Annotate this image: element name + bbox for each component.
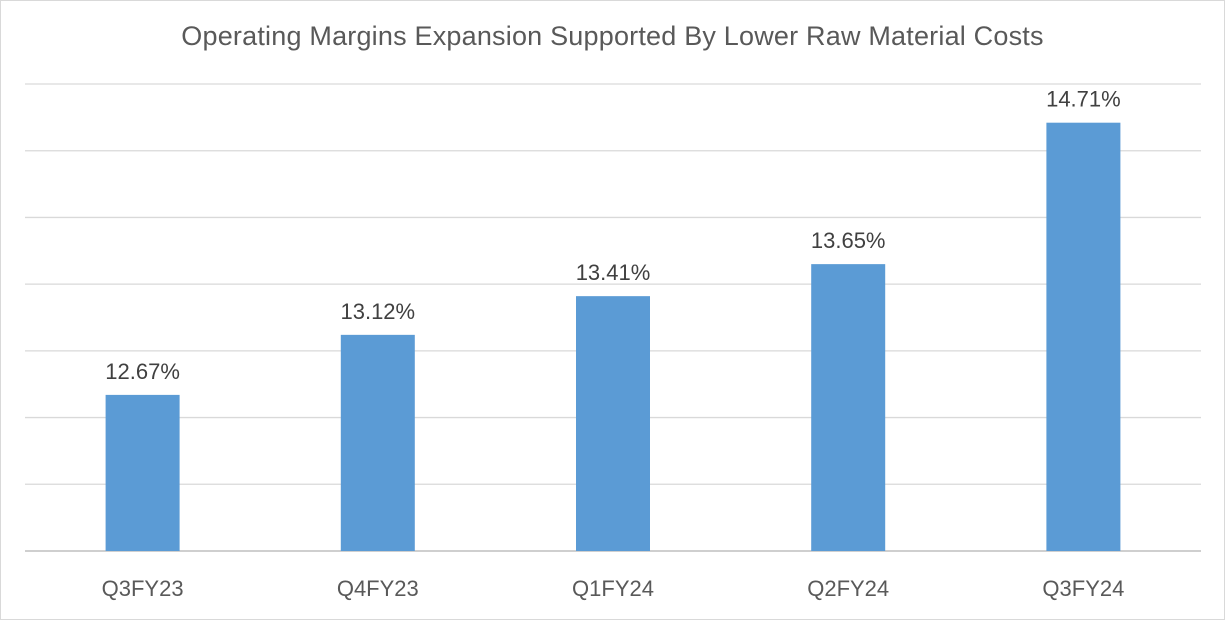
bar-q3fy24	[1046, 122, 1121, 552]
data-label-q4fy23: 13.12%	[340, 299, 415, 324]
bar-q1fy24	[576, 296, 650, 551]
bar-q4fy23	[340, 334, 415, 551]
data-label-q3fy23: 12.67%	[105, 359, 180, 384]
bar-q2fy24	[811, 264, 886, 551]
x-tick-label-q3fy24: Q3FY24	[1042, 576, 1124, 601]
data-label-q3fy24: 14.71%	[1046, 87, 1121, 112]
x-tick-label-q1fy24: Q1FY24	[572, 576, 654, 601]
chart-title: Operating Margins Expansion Supported By…	[181, 21, 1044, 51]
x-tick-label-q4fy23: Q4FY23	[337, 576, 419, 601]
x-tick-label-q3fy23: Q3FY23	[102, 576, 184, 601]
data-label-q2fy24: 13.65%	[811, 228, 886, 253]
data-label-q1fy24: 13.41%	[576, 260, 651, 285]
x-tick-label-q2fy24: Q2FY24	[807, 576, 889, 601]
bar-q3fy23	[105, 394, 180, 551]
